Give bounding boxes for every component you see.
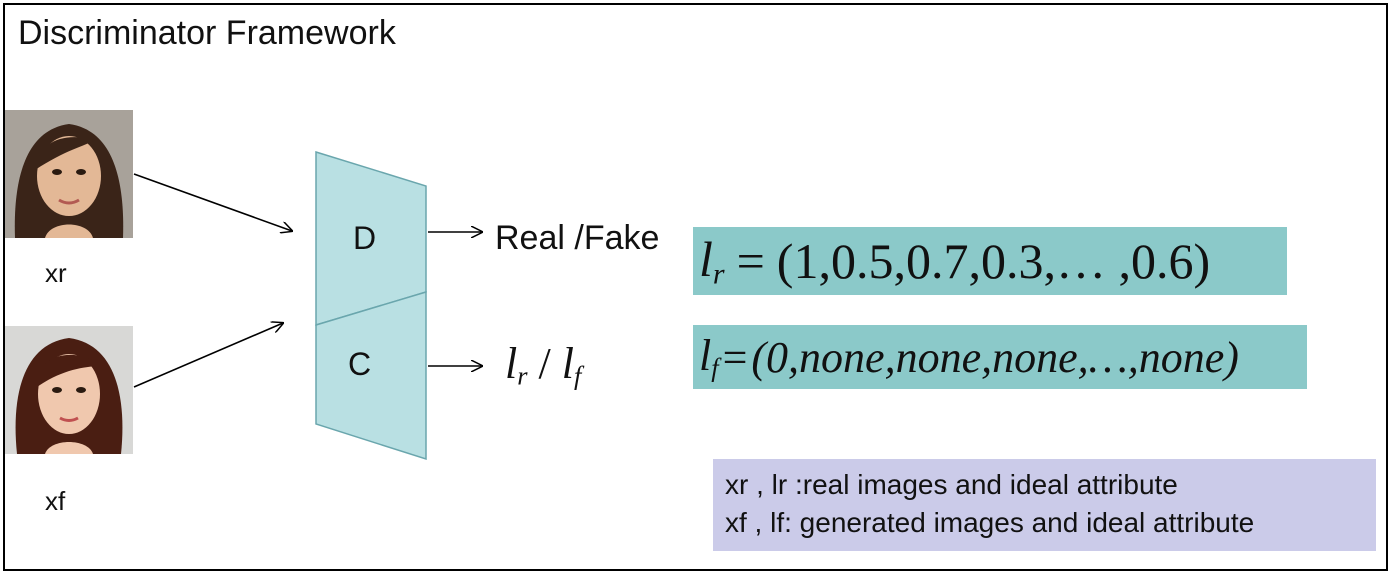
legend-line-real: xr , lr :real images and ideal attribute — [725, 469, 1178, 500]
real-image-label: xr — [45, 258, 67, 288]
real-face-image — [5, 110, 133, 238]
classifier-block-c — [315, 290, 427, 461]
c-block-label: C — [348, 346, 372, 382]
fake-input-arrow — [133, 323, 283, 388]
legend-line-fake: xf , lf: generated images and ideal attr… — [725, 507, 1255, 538]
legend-box: xr , lr :real images and ideal attribute… — [713, 459, 1376, 551]
diagram-title: Discriminator Framework — [18, 14, 396, 52]
real-fake-output: Real /Fake — [495, 219, 660, 257]
attribute-output-math: lr / lf — [505, 339, 582, 391]
real-input-arrow — [133, 173, 292, 231]
real-attribute-equation: lr = (1,0.5,0.7,0.3,… ,0.6) — [693, 227, 1287, 295]
fake-face-image — [5, 326, 133, 454]
real-attribute-values: (1,0.5,0.7,0.3,… ,0.6) — [776, 233, 1211, 289]
fake-attribute-values: (0,none,none,none,…,none) — [751, 332, 1239, 382]
fake-attribute-equation: lf = (0,none,none,none,…,none) — [693, 325, 1307, 389]
fake-image-label: xf — [45, 486, 66, 516]
d-block-label: D — [353, 220, 377, 256]
